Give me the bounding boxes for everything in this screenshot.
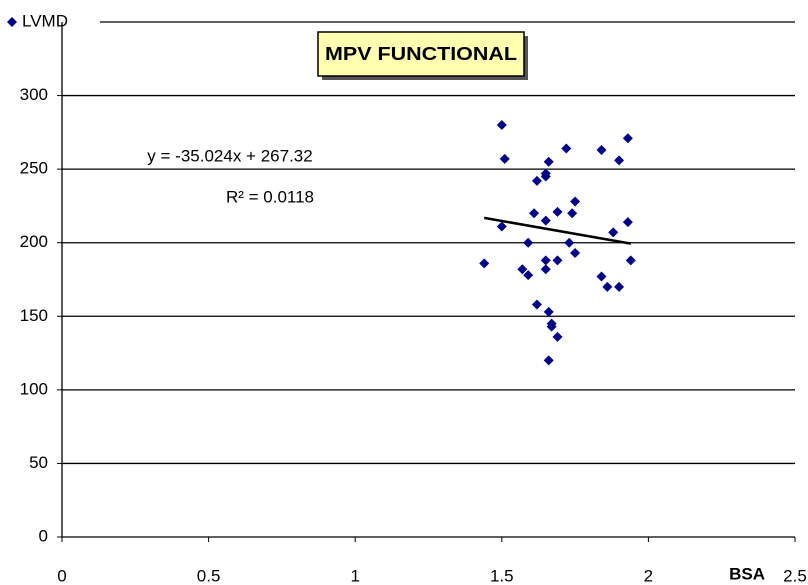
point	[567, 208, 578, 219]
legend-marker	[7, 17, 17, 27]
point	[552, 255, 563, 266]
point	[540, 168, 551, 179]
title-box	[317, 31, 525, 77]
point	[561, 143, 572, 154]
trend-equation: y = -35.024x + 267.32	[147, 146, 312, 165]
chart-title: MPV FUNCTIONAL	[325, 44, 517, 64]
x-tick-label: 1.5	[490, 566, 514, 585]
point	[523, 270, 534, 281]
point	[570, 248, 581, 259]
y-tick-label: 0	[39, 526, 48, 545]
point	[499, 153, 510, 164]
point	[496, 120, 507, 130]
point	[552, 206, 563, 217]
x-axis-label: BSA	[729, 564, 765, 583]
trend-r-squared: R² = 0.0118	[226, 187, 314, 206]
y-tick-label: 300	[20, 85, 48, 104]
x-tick-label: 0.5	[197, 566, 221, 585]
point	[546, 321, 557, 332]
y-tick-label: 200	[20, 232, 48, 251]
point	[496, 221, 507, 232]
point	[529, 208, 540, 219]
y-tick-label: 50	[29, 453, 48, 472]
point	[622, 133, 633, 144]
point	[531, 299, 542, 310]
point	[564, 237, 575, 248]
point	[543, 156, 554, 167]
y-tick-label: 100	[20, 379, 48, 398]
point	[531, 175, 542, 186]
point	[540, 255, 551, 266]
point	[543, 355, 554, 366]
point	[540, 264, 551, 275]
point	[517, 264, 528, 275]
point	[602, 281, 613, 292]
point	[570, 196, 581, 207]
point	[543, 306, 554, 317]
point	[614, 155, 625, 166]
point	[596, 271, 607, 282]
point	[523, 237, 534, 248]
point	[540, 215, 551, 226]
x-tick-label: 0	[57, 566, 66, 585]
point	[596, 145, 607, 156]
x-tick-label: 2.5	[783, 566, 807, 585]
point	[622, 217, 633, 228]
point	[608, 227, 619, 238]
legend-label: LVMD	[22, 11, 68, 30]
point	[625, 255, 636, 266]
point	[614, 281, 625, 292]
point	[479, 258, 490, 269]
trendline	[483, 216, 632, 245]
y-tick-label: 250	[20, 159, 48, 178]
x-tick-label: 1	[350, 566, 359, 585]
x-tick-label: 2	[644, 566, 653, 585]
y-tick-label: 150	[20, 306, 48, 325]
point	[552, 331, 563, 342]
